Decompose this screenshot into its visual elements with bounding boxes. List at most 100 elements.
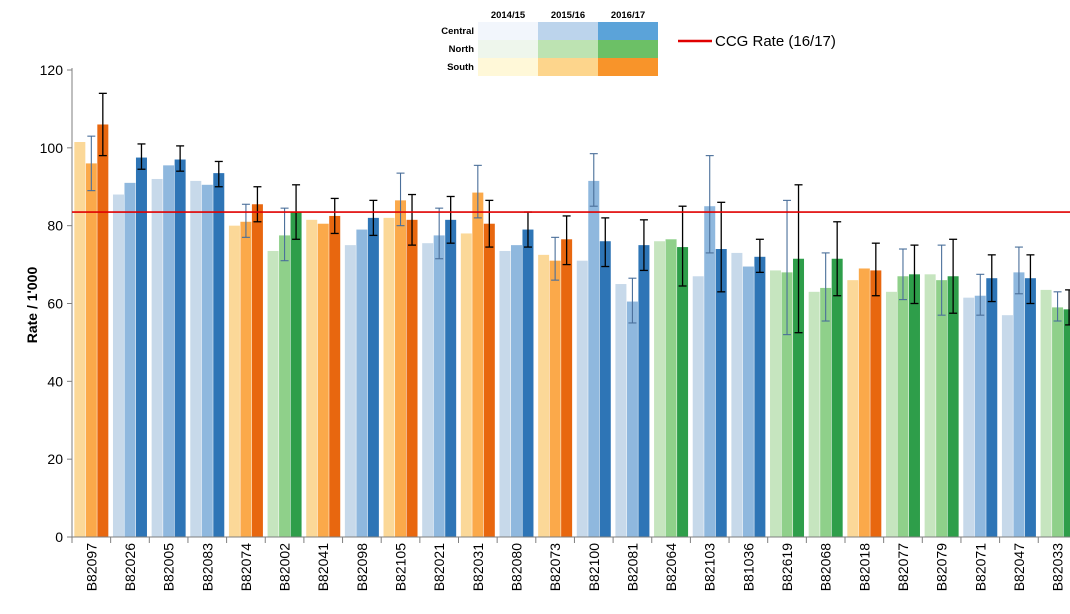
bar xyxy=(986,278,998,537)
bar xyxy=(908,274,920,537)
bar xyxy=(1024,278,1036,537)
x-tick-label: B82005 xyxy=(161,543,177,591)
bar xyxy=(251,204,263,537)
bar xyxy=(240,221,252,537)
bar xyxy=(499,250,511,537)
legend-region-north: North xyxy=(449,44,475,55)
bar xyxy=(510,245,522,538)
x-tick-label: B82073 xyxy=(547,543,563,591)
x-tick-label: B82071 xyxy=(972,543,988,591)
bar xyxy=(190,180,202,537)
bar xyxy=(754,256,766,537)
bar xyxy=(677,247,689,537)
legend-swatch-south-3 xyxy=(598,58,658,76)
bar xyxy=(588,180,600,537)
bar xyxy=(460,233,472,537)
bar xyxy=(638,245,650,538)
bar xyxy=(654,241,666,538)
legend-swatch-south-2 xyxy=(538,58,598,76)
bar xyxy=(163,165,175,537)
bar xyxy=(897,276,909,537)
x-tick-label: B82100 xyxy=(586,543,602,591)
bar xyxy=(74,142,86,537)
x-tick-label: B82098 xyxy=(354,543,370,591)
legend-year-3: 2016/17 xyxy=(611,10,645,21)
bar xyxy=(135,157,147,537)
bar xyxy=(549,260,561,537)
x-tick-label: B82041 xyxy=(315,543,331,591)
x-tick-label: B82047 xyxy=(1011,543,1027,591)
bar xyxy=(538,254,550,537)
x-tick-label: B82105 xyxy=(393,543,409,591)
bar xyxy=(615,284,627,537)
x-tick-label: B82002 xyxy=(277,543,293,591)
bar xyxy=(344,245,356,538)
bar xyxy=(561,239,573,538)
y-tick-label: 80 xyxy=(47,218,63,234)
legend-year-1: 2014/15 xyxy=(491,10,526,21)
bar xyxy=(820,287,832,537)
x-tick-label: B82026 xyxy=(122,543,138,591)
legend-swatch-south-1 xyxy=(478,58,538,76)
bar xyxy=(522,229,534,537)
x-tick-label: B82021 xyxy=(431,543,447,591)
bar xyxy=(793,258,805,537)
legend-swatch-central-1 xyxy=(478,22,538,40)
bar xyxy=(1052,307,1064,537)
bar xyxy=(279,235,291,537)
bar xyxy=(885,291,897,537)
bar xyxy=(847,280,859,537)
x-tick-label: B82619 xyxy=(779,543,795,591)
bar xyxy=(306,219,318,537)
bar xyxy=(576,260,588,537)
bar xyxy=(472,192,484,537)
x-tick-label: B82064 xyxy=(663,543,679,591)
bar xyxy=(97,124,109,537)
x-tick-label: B82097 xyxy=(83,543,99,591)
bar xyxy=(1001,315,1013,537)
bar xyxy=(924,274,936,537)
bar xyxy=(781,272,793,537)
ccg-legend-label: CCG Rate (16/17) xyxy=(715,33,836,50)
x-tick-label: B82031 xyxy=(470,543,486,591)
legend-swatch-central-3 xyxy=(598,22,658,40)
bar xyxy=(704,206,716,537)
bar xyxy=(329,215,341,537)
y-tick-label: 0 xyxy=(55,529,63,545)
bar xyxy=(174,159,186,537)
bar xyxy=(665,239,677,538)
x-tick-label: B82103 xyxy=(702,543,718,591)
bar xyxy=(201,184,213,538)
y-axis-label: Rate / 1'000 xyxy=(24,267,40,344)
bar xyxy=(445,219,457,537)
bar xyxy=(317,223,329,537)
bar xyxy=(831,258,843,537)
bar xyxy=(267,250,279,537)
legend-swatch-north-2 xyxy=(538,40,598,58)
bar xyxy=(1063,309,1070,537)
bar xyxy=(715,249,727,537)
x-tick-label: B81036 xyxy=(740,543,756,591)
bar xyxy=(290,212,302,538)
x-tick-label: B82079 xyxy=(934,543,950,591)
x-tick-label: B82080 xyxy=(509,543,525,591)
bar xyxy=(85,163,97,537)
x-tick-label: B82033 xyxy=(1050,543,1066,591)
bar xyxy=(422,243,434,537)
legend-swatch-north-1 xyxy=(478,40,538,58)
bar xyxy=(112,194,124,537)
legend-region-central: Central xyxy=(441,26,474,37)
bar xyxy=(383,217,395,537)
x-tick-label: B82077 xyxy=(895,543,911,591)
bar xyxy=(974,295,986,537)
y-tick-label: 20 xyxy=(47,451,63,467)
bar xyxy=(808,291,820,537)
bar xyxy=(731,252,743,537)
bar xyxy=(626,301,638,537)
bar xyxy=(599,241,611,538)
bar xyxy=(483,223,495,537)
bar xyxy=(870,270,882,537)
y-tick-label: 40 xyxy=(47,373,63,389)
